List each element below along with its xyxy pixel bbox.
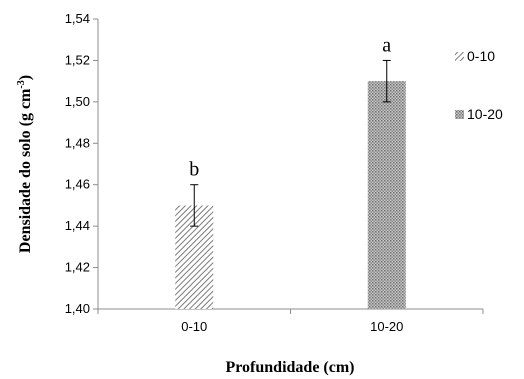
y-tick-label: 1,52 (65, 52, 90, 67)
y-tick-label: 1,50 (65, 94, 90, 109)
legend: 0-10 10-20 (455, 48, 503, 122)
y-tick-label: 1,42 (65, 260, 90, 275)
x-tick-label-0-10: 0-10 (181, 319, 207, 334)
legend-swatch-10-20 (455, 110, 464, 119)
y-axis-title-end: ) (17, 75, 34, 80)
legend-label-0-10: 0-10 (467, 48, 495, 64)
y-tick-label: 1,54 (65, 11, 90, 26)
y-tick-label: 1,44 (65, 218, 90, 233)
y-axis-title-superscript: -3 (16, 80, 27, 88)
y-axis-title-main: Densidade do solo (g cm (17, 88, 34, 253)
significance-letter-10-20: a (382, 34, 391, 56)
y-tick-label: 1,46 (65, 177, 90, 192)
y-axis-title: Densidade do solo (g cm-3) (16, 75, 34, 253)
x-axis-title: Profundidade (cm) (225, 359, 354, 376)
y-tick-label: 1,48 (65, 135, 90, 150)
y-tick-label: 1,40 (65, 301, 90, 316)
legend-label-10-20: 10-20 (467, 106, 503, 122)
bar-10-20 (367, 81, 406, 310)
legend-swatch-0-10 (455, 52, 464, 61)
significance-letter-0-10: b (189, 159, 199, 181)
x-tick-label-10-20: 10-20 (370, 319, 403, 334)
